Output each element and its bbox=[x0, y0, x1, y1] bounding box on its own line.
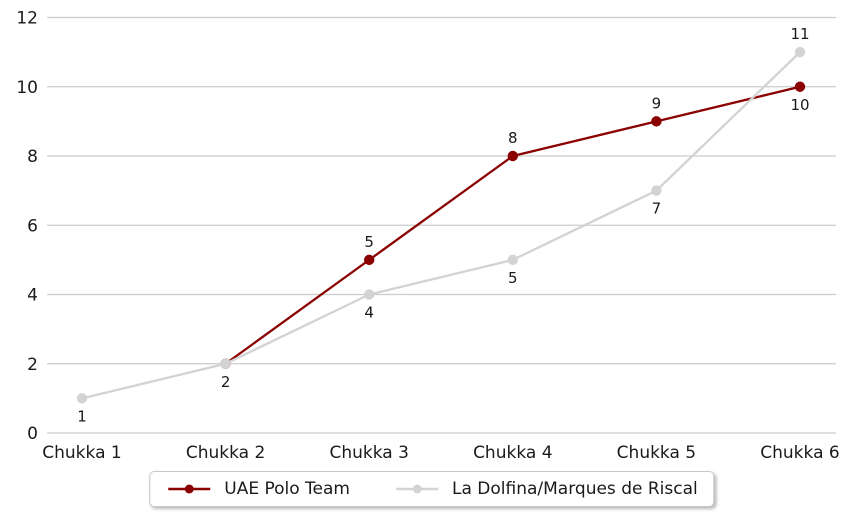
x-tick-label-chukka-5: Chukka 5 bbox=[617, 443, 696, 463]
data-point-label-la-dolfina-marques-de-riscal: 11 bbox=[790, 25, 809, 43]
y-tick-label: 4 bbox=[27, 286, 38, 306]
legend-line-marker-icon bbox=[168, 484, 211, 494]
x-tick-label-chukka-4: Chukka 4 bbox=[473, 443, 552, 463]
data-point-label-la-dolfina-marques-de-riscal: 5 bbox=[508, 269, 518, 287]
data-point-marker-la-dolfina-marques-de-riscal bbox=[651, 185, 662, 196]
x-tick-label-chukka-2: Chukka 2 bbox=[186, 443, 265, 463]
data-point-marker-la-dolfina-marques-de-riscal bbox=[794, 46, 806, 58]
x-tick-label-chukka-1: Chukka 1 bbox=[42, 443, 121, 463]
y-tick-label: 2 bbox=[27, 355, 38, 375]
data-point-marker-la-dolfina-marques-de-riscal bbox=[507, 254, 518, 266]
data-point-label-la-dolfina-marques-de-riscal: 2 bbox=[221, 373, 231, 391]
x-tick-label-chukka-3: Chukka 3 bbox=[329, 443, 408, 463]
data-point-label-uae-polo-team: 5 bbox=[364, 233, 374, 251]
y-tick-label: 12 bbox=[16, 9, 38, 29]
data-point-marker-uae-polo-team bbox=[794, 81, 806, 92]
y-tick-label: 6 bbox=[27, 216, 38, 236]
legend-item-uae-polo-team: UAE Polo Team bbox=[166, 479, 350, 499]
legend-label: UAE Polo Team bbox=[224, 479, 350, 499]
data-point-marker-uae-polo-team bbox=[651, 116, 662, 127]
data-point-label-uae-polo-team: 10 bbox=[790, 96, 809, 114]
data-point-marker-uae-polo-team bbox=[507, 150, 518, 162]
data-point-marker-la-dolfina-marques-de-riscal bbox=[364, 289, 375, 300]
legend-item-la-dolfina-marques-de-riscal: La Dolfina/Marques de Riscal bbox=[394, 479, 698, 499]
data-point-label-la-dolfina-marques-de-riscal: 7 bbox=[652, 200, 662, 218]
data-point-marker-la-dolfina-marques-de-riscal bbox=[76, 393, 88, 404]
data-point-label-la-dolfina-marques-de-riscal: 1 bbox=[77, 407, 87, 425]
y-tick-label: 10 bbox=[16, 78, 38, 98]
data-point-label-uae-polo-team: 8 bbox=[508, 129, 518, 147]
y-tick-label: 8 bbox=[27, 147, 38, 167]
data-point-marker-uae-polo-team bbox=[364, 254, 375, 266]
x-tick-label-chukka-6: Chukka 6 bbox=[760, 443, 839, 463]
data-point-marker-la-dolfina-marques-de-riscal bbox=[220, 358, 231, 369]
legend-label: La Dolfina/Marques de Riscal bbox=[452, 479, 698, 499]
y-tick-label: 0 bbox=[27, 424, 38, 444]
legend-line-marker-icon bbox=[396, 484, 438, 494]
chart-legend: UAE Polo Team La Dolfina/Marques de Risc… bbox=[149, 471, 715, 507]
data-point-label-la-dolfina-marques-de-riscal: 4 bbox=[364, 304, 374, 322]
data-point-label-uae-polo-team: 9 bbox=[652, 94, 662, 112]
series-line-la-dolfina-marques-de-riscal bbox=[80, 50, 802, 400]
